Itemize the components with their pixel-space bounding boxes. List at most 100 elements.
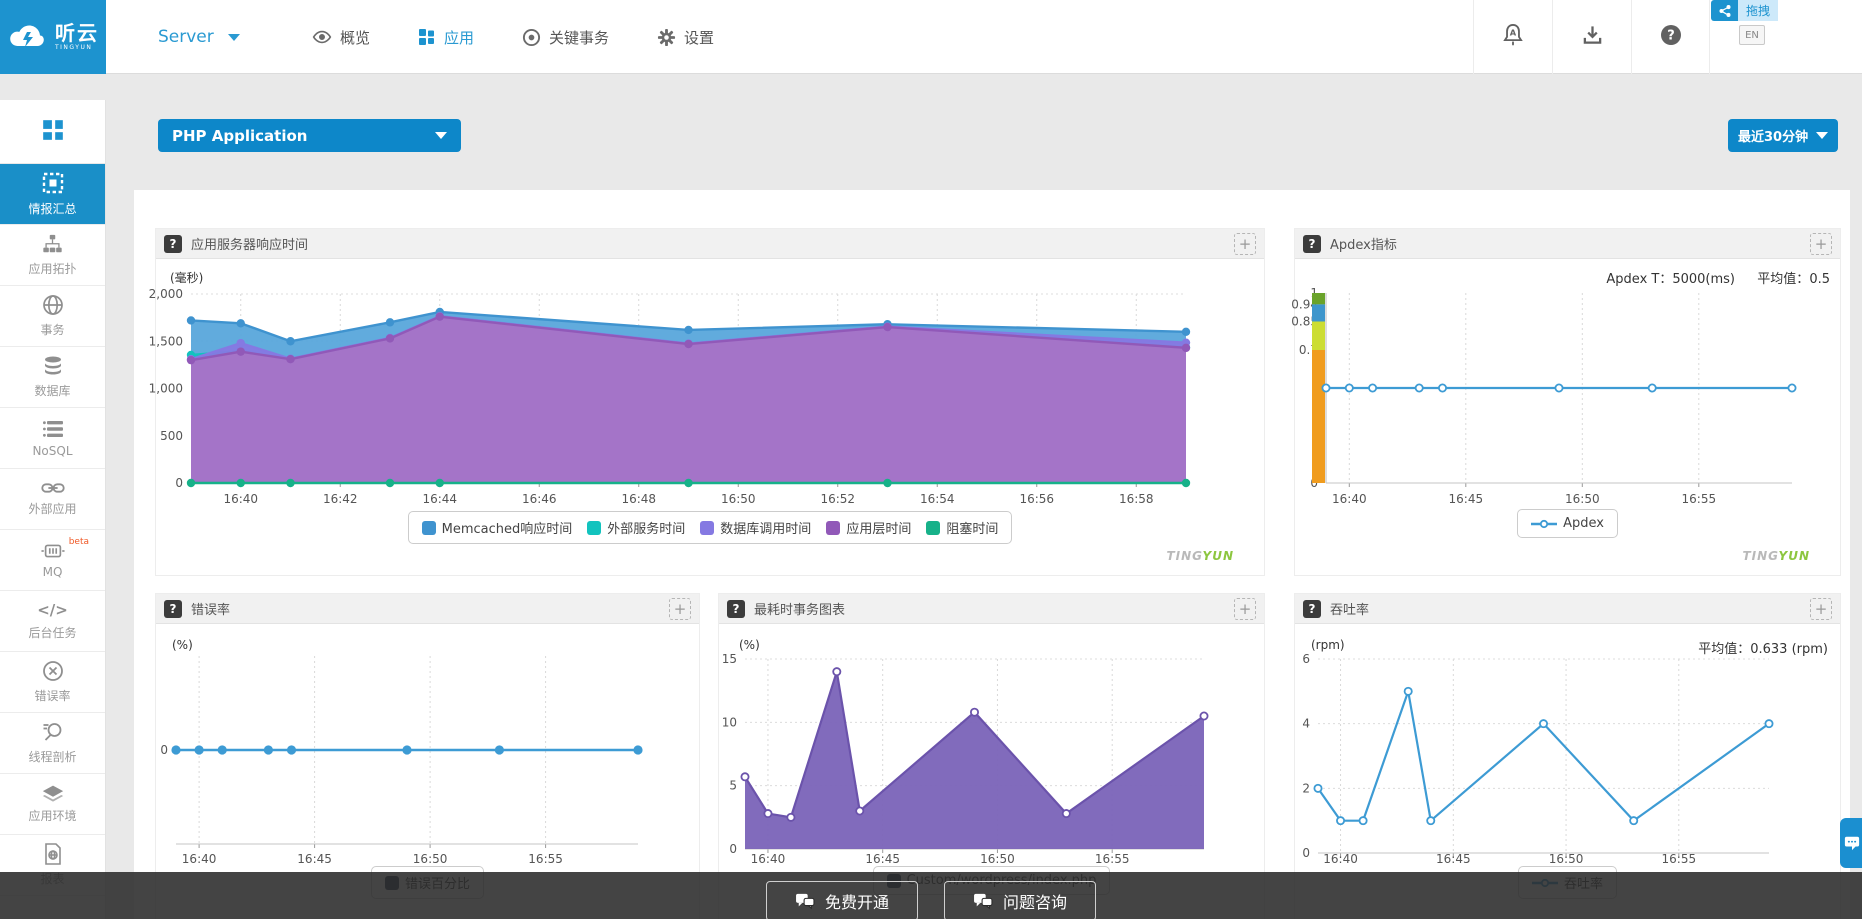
menu-item-overview[interactable]: 概览 xyxy=(288,0,394,74)
svg-text:1,000: 1,000 xyxy=(149,382,183,396)
panel-apdex: ? Apdex指标 + Apdex T：5000(ms) 平均值：0.5 16:… xyxy=(1291,228,1842,576)
svg-text:4: 4 xyxy=(1302,717,1310,731)
legend-label: 应用层时间 xyxy=(846,522,912,537)
help-icon[interactable]: ? xyxy=(727,599,745,618)
svg-text:16:52: 16:52 xyxy=(820,492,855,506)
expand-icon[interactable]: + xyxy=(1234,597,1256,620)
svg-text:16:50: 16:50 xyxy=(1565,492,1600,506)
language-toggle[interactable]: EN xyxy=(1739,25,1765,45)
alerts-button[interactable]: A xyxy=(1473,0,1552,74)
y-unit-label: (毫秒) xyxy=(170,271,204,285)
gear-icon xyxy=(657,28,676,47)
expand-icon[interactable]: + xyxy=(1234,232,1256,255)
error-rate-chart-canvas[interactable]: 16:40 16:45 16:50 16:55 0 xyxy=(156,594,701,894)
throughput-chart-canvas[interactable]: 16:40 16:45 16:50 16:55 6 4 2 0 xyxy=(1295,594,1842,894)
svg-text:16:50: 16:50 xyxy=(1549,852,1584,866)
link-icon xyxy=(40,481,65,495)
chat-bubble-icon xyxy=(1844,835,1860,851)
help-icon[interactable]: ? xyxy=(164,599,182,618)
drag-widget[interactable]: 拖拽 xyxy=(1711,0,1779,21)
svg-text:2: 2 xyxy=(1302,781,1310,795)
svg-text:10: 10 xyxy=(722,715,737,729)
question-icon: ? xyxy=(1660,24,1682,50)
legend-swatch xyxy=(826,520,841,535)
svg-text:?: ? xyxy=(1667,29,1675,44)
svg-text:16:50: 16:50 xyxy=(721,492,756,506)
product-selector[interactable]: Server xyxy=(158,0,240,74)
svg-text:16:45: 16:45 xyxy=(865,852,900,866)
sidebar-item-external-apps[interactable]: 外部应用 xyxy=(0,469,105,530)
panel-response-time: ? 应用服务器响应时间 + (毫秒) 16:40 16:42 16:44 16:46 1… xyxy=(149,228,1266,576)
sidebar-item-thread-profiling[interactable]: 线程剖析 xyxy=(0,713,105,774)
legend-swatch xyxy=(700,520,715,535)
help-icon[interactable]: ? xyxy=(1303,234,1321,253)
application-selector[interactable]: PHP Application xyxy=(158,119,461,152)
sidebar-item-database[interactable]: 数据库 xyxy=(0,347,105,408)
menu-item-applications[interactable]: 应用 xyxy=(394,0,498,74)
expand-icon[interactable]: + xyxy=(1810,232,1832,255)
legend-item[interactable]: Memcached响应时间 xyxy=(421,518,572,537)
legend-item[interactable]: Apdex xyxy=(1531,516,1604,531)
panel-header: ? 应用服务器响应时间 + xyxy=(156,229,1264,259)
legend-item[interactable]: 阻塞时间 xyxy=(926,518,998,537)
legend-label: Apdex xyxy=(1563,516,1604,531)
panel-title: 吞吐率 xyxy=(1330,603,1370,618)
svg-text:16:40: 16:40 xyxy=(751,852,786,866)
code-icon: </> xyxy=(37,601,68,619)
sidebar-item-error-rate[interactable]: 错误率 xyxy=(0,652,105,713)
sidebar-item-topology[interactable]: 应用拓扑 xyxy=(0,225,105,286)
panel-title: 应用服务器响应时间 xyxy=(191,238,309,253)
menu-item-settings[interactable]: 设置 xyxy=(633,0,738,74)
sidebar-item-mq[interactable]: beta MQ xyxy=(0,530,105,591)
help-icon[interactable]: ? xyxy=(164,234,182,253)
panel-throughput: ? 吞吐率 + (rpm) 平均值：0.633 (rpm) 16:40 16:45… xyxy=(1294,593,1841,919)
apdex-subtitle: Apdex T：5000(ms) 平均值：0.5 xyxy=(1606,272,1830,287)
legend-item[interactable]: 外部服务时间 xyxy=(587,518,685,537)
y-unit-label: (%) xyxy=(739,638,760,652)
error-circle-icon xyxy=(42,660,64,682)
help-icon[interactable]: ? xyxy=(1303,599,1321,618)
download-icon xyxy=(1582,24,1603,50)
sidebar-item-overview-summary[interactable]: 情报汇总 xyxy=(0,164,105,225)
apps-grid-tile[interactable] xyxy=(0,100,105,164)
download-button[interactable] xyxy=(1552,0,1631,74)
cloud-logo-icon xyxy=(7,22,49,52)
legend-row: Apdex xyxy=(1295,509,1840,538)
svg-text:16:46: 16:46 xyxy=(522,492,557,506)
main-menu: 概览 应用 关键事务 设置 xyxy=(288,0,738,74)
svg-text:16:55: 16:55 xyxy=(528,852,563,866)
svg-text:16:55: 16:55 xyxy=(1662,852,1697,866)
free-activation-button[interactable]: 免费开通 xyxy=(765,881,918,919)
feedback-chat-widget[interactable] xyxy=(1840,818,1862,868)
legend-label: 数据库调用时间 xyxy=(720,522,812,537)
svg-text:16:45: 16:45 xyxy=(297,852,332,866)
consult-button[interactable]: 问题咨询 xyxy=(944,881,1097,919)
sidebar-item-app-environment[interactable]: 应用环境 xyxy=(0,774,105,835)
dashed-square-icon xyxy=(41,171,65,195)
tingyun-logo[interactable]: 听云 TINGYUN xyxy=(0,0,106,74)
svg-text:16:44: 16:44 xyxy=(422,492,457,506)
tingyun-watermark: TINGYUN xyxy=(1166,549,1234,563)
sidebar-item-nosql[interactable]: NoSQL xyxy=(0,408,105,469)
response-time-legend[interactable]: Memcached响应时间 外部服务时间 数据库调用时间 应用层时间 阻塞时间 xyxy=(407,511,1013,544)
queue-icon xyxy=(40,542,65,560)
svg-text:A: A xyxy=(1510,28,1517,38)
time-range-selector[interactable]: 最近30分钟 xyxy=(1728,119,1838,152)
legend-row: Memcached响应时间 外部服务时间 数据库调用时间 应用层时间 阻塞时间 xyxy=(156,511,1264,544)
apdex-legend[interactable]: Apdex xyxy=(1517,509,1618,538)
menu-item-key-transactions[interactable]: 关键事务 xyxy=(498,0,633,74)
help-button[interactable]: ? xyxy=(1631,0,1710,74)
transactions-chart-canvas[interactable]: 16:40 16:45 16:50 16:55 15 10 5 0 xyxy=(719,594,1266,894)
legend-item[interactable]: 数据库调用时间 xyxy=(700,518,811,537)
expand-icon[interactable]: + xyxy=(1810,597,1832,620)
sidebar-item-background-tasks[interactable]: </> 后台任务 xyxy=(0,591,105,652)
svg-text:16:55: 16:55 xyxy=(1095,852,1130,866)
sidebar-item-transactions[interactable]: 事务 xyxy=(0,286,105,347)
svg-text:5: 5 xyxy=(729,779,737,793)
expand-icon[interactable]: + xyxy=(669,597,691,620)
svg-text:16:50: 16:50 xyxy=(980,852,1015,866)
response-time-chart-canvas[interactable]: 16:40 16:42 16:44 16:46 16:48 16:50 16:52 16:54… xyxy=(149,229,1266,509)
legend-item[interactable]: 应用层时间 xyxy=(826,518,911,537)
